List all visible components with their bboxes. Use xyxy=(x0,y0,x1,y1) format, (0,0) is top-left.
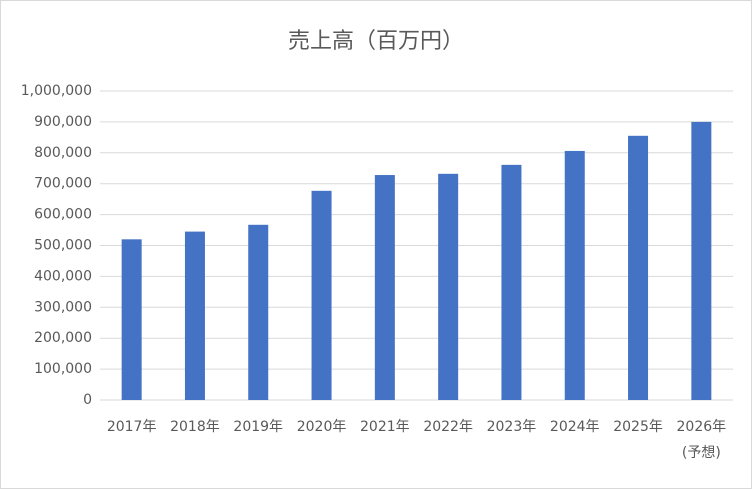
bar xyxy=(501,164,522,400)
x-tick-label: 2024年 xyxy=(549,419,600,435)
bar xyxy=(121,239,142,400)
y-tick-label: 0 xyxy=(83,392,92,408)
bar xyxy=(691,121,712,401)
y-tick-label: 400,000 xyxy=(34,268,92,284)
x-tick-label: 2020年 xyxy=(296,419,347,435)
bar xyxy=(311,190,332,400)
x-tick-label: 2018年 xyxy=(170,419,220,435)
y-tick-label: 300,000 xyxy=(34,299,92,315)
y-tick-label: 1,000,000 xyxy=(21,83,92,99)
bar xyxy=(248,224,269,400)
bar xyxy=(438,173,459,400)
y-tick-label: 700,000 xyxy=(34,176,92,192)
x-tick-label: 2025年 xyxy=(613,419,663,435)
x-tick-label: 2026年 (予想) xyxy=(676,419,727,461)
y-tick-label: 500,000 xyxy=(34,238,92,254)
x-tick-label: 2022年 xyxy=(423,419,473,435)
bar xyxy=(374,175,395,400)
y-tick-label: 900,000 xyxy=(34,114,92,130)
bar xyxy=(184,231,205,400)
y-tick-label: 100,000 xyxy=(34,361,92,377)
y-tick-label: 600,000 xyxy=(34,207,92,223)
x-tick-label: 2017年 xyxy=(106,419,157,435)
x-tick-label: 2023年 xyxy=(486,419,537,435)
bar xyxy=(564,150,585,400)
x-tick-label: 2019年 xyxy=(233,419,284,435)
bar xyxy=(628,135,649,400)
y-tick-label: 800,000 xyxy=(34,145,92,161)
y-tick-label: 200,000 xyxy=(34,330,92,346)
x-tick-label: 2021年 xyxy=(360,419,410,435)
chart-title: 売上高（百万円） xyxy=(288,29,464,54)
